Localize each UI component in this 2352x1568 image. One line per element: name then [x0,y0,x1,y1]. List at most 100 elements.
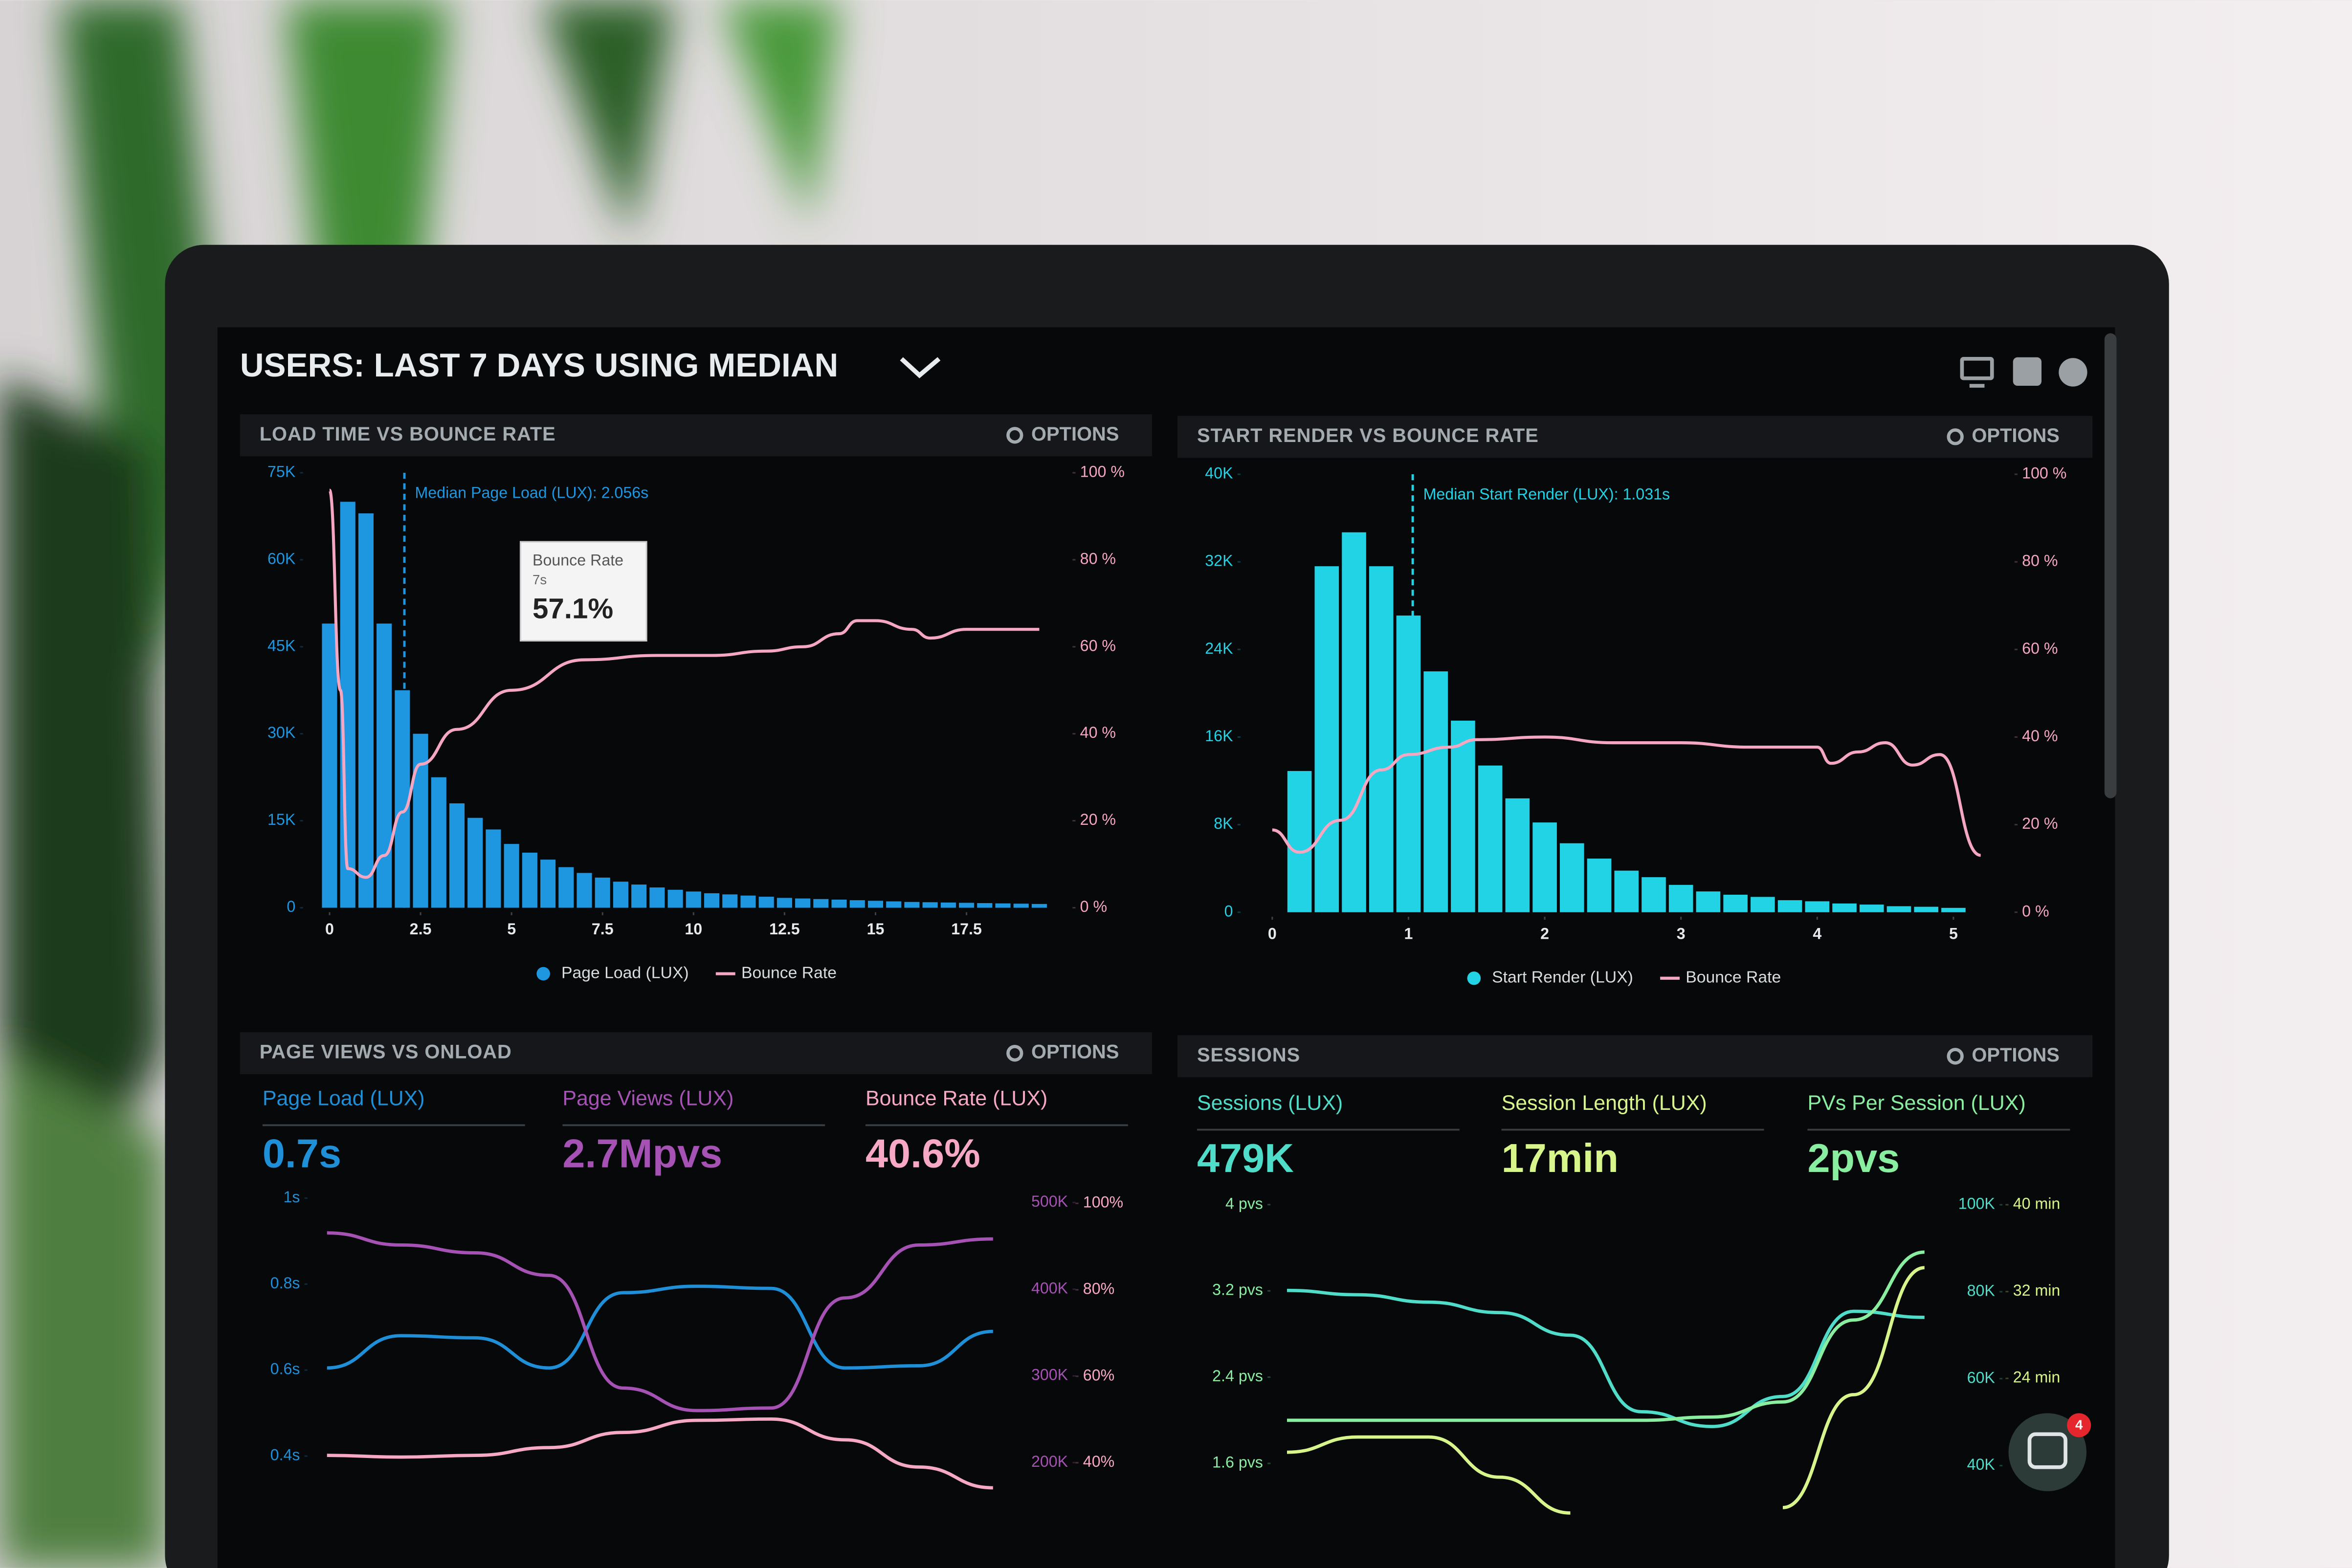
y2-tick-label: 0 % [2022,902,2049,920]
chat-widget[interactable]: 4 [2008,1413,2091,1491]
bar [904,902,920,908]
legend-label: Bounce Rate [741,963,837,982]
y2-tick-label: 80 % [2022,552,2058,570]
bar [849,900,865,908]
series-line [327,1417,993,1490]
bar [777,898,792,908]
gear-icon [1006,1044,1023,1062]
bar [1423,671,1448,912]
bar [977,903,993,908]
bar [722,894,738,908]
bar [922,902,938,908]
gear-icon [1947,428,1964,445]
y3-tick-label: 40% [1083,1453,1114,1470]
bar [1859,905,1884,912]
chart-panel: START RENDER VS BOUNCE RATE OPTIONS 0 8K 16K… [1177,416,2093,987]
y3-tick-label: 32 min [2013,1281,2061,1299]
x-tick-label: 17.5 [951,920,982,938]
legend-label: Bounce Rate [1686,968,1781,987]
x-tick-label: 5 [1949,925,1958,942]
y3-tick-label: 100% [1083,1193,1123,1211]
kpi-label: PVs Per Session (LUX) [1807,1091,2025,1115]
y2-tick-label: 20 % [2022,815,2058,832]
bar [1832,903,1857,912]
bar [449,803,465,908]
panel-header [1177,1035,2093,1078]
chart-panel: PAGE VIEWS VS ONLOAD OPTIONS Page Load (LU… [240,1032,1152,1490]
bar [522,852,537,908]
x-tick-label: 7.5 [592,920,614,938]
kpi-label: Session Length (LUX) [1502,1091,1707,1115]
y-tick-label: 24K [1205,640,1233,657]
x-tick-label: 15 [867,920,885,938]
gear-icon [1006,427,1023,444]
x-tick-label: 4 [1813,925,1821,942]
options-button[interactable]: OPTIONS [1031,423,1119,445]
kpi-value: 0.7s [263,1131,341,1176]
options-button[interactable]: OPTIONS [1972,425,2059,446]
panel-title: START RENDER VS BOUNCE RATE [1197,425,1539,446]
bar [1369,566,1394,912]
chat-button[interactable] [2008,1413,2087,1491]
y2-tick-label: 40 % [2022,727,2058,745]
bar [1587,859,1612,912]
y2-tick-label: 60 % [2022,640,2058,657]
kpi-value: 2.7Mpvs [562,1131,722,1176]
series-line [327,1231,993,1413]
bar [577,873,592,908]
bar [795,898,811,908]
median-label: Median Page Load (LUX): 2.056s [415,484,648,501]
y-tick-label: 1.6 pvs [1212,1454,1263,1471]
y-tick-label: 60K [267,550,296,567]
header-icons[interactable] [1960,357,2087,388]
bar [431,777,446,908]
bar [667,889,683,908]
y3-tick-label: 24 min [2013,1369,2061,1386]
bar [1886,906,1911,912]
bar [649,887,665,908]
screen [217,327,2115,1568]
y2-tick-label: 0 % [1080,898,1107,915]
bar [1723,894,1748,912]
y2-tick-label: 400K [1031,1279,1068,1297]
chart-panel: SESSIONS OPTIONS Sessions (LUX) 479K Session… [1177,1035,2093,1515]
dropdown-chevron[interactable] [900,357,941,378]
y-tick-label: 40K [1205,464,1233,482]
y-tick-label: 3.2 pvs [1212,1281,1263,1299]
bar [867,901,884,908]
y-tick-label: 45K [267,637,296,654]
y2-tick-label: 80K [1967,1281,1996,1299]
panel-header [1177,416,2093,458]
y2-tick-label: 300K [1031,1366,1068,1384]
y-tick-label: 0.8s [270,1274,300,1292]
y-tick-label: 4 pvs [1225,1194,1263,1212]
y-tick-label: 0.4s [270,1446,300,1464]
y-tick-label: 1s [284,1188,300,1206]
median-label: Median Start Render (LUX): 1.031s [1423,485,1670,503]
options-button[interactable]: OPTIONS [1972,1044,2059,1066]
y2-tick-label: 60 % [1080,637,1116,654]
kpi-label: Page Load (LUX) [263,1087,425,1110]
legend: Page Load (LUX) Bounce Rate [536,963,837,982]
bar [1914,906,1938,912]
y2-tick-label: 100 % [2022,464,2066,482]
bar [1342,532,1366,912]
y2-tick-label: 100K [1958,1195,1996,1213]
bar [1668,884,1693,912]
bar [1614,870,1639,912]
options-button[interactable]: OPTIONS [1031,1041,1119,1063]
y-tick-label: 0.6s [270,1360,300,1378]
y-tick-label: 15K [267,811,296,828]
bar [813,899,829,908]
bar [1314,566,1339,912]
bar [704,893,720,908]
gear-icon [1947,1048,1964,1065]
bounce-line [1272,735,1981,857]
x-tick-label: 2.5 [410,920,432,938]
bar [1505,798,1530,912]
tooltip-value: 57.1% [533,593,613,625]
bar [595,877,610,908]
y-tick-label: 8K [1214,815,1233,832]
